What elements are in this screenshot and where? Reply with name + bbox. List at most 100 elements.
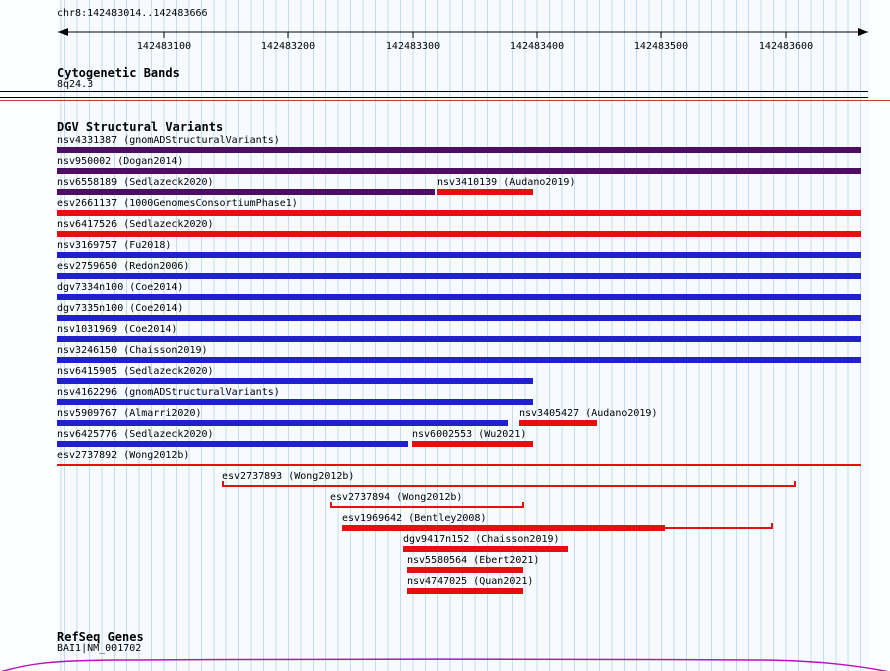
ruler-tick-label: 142483100: [137, 41, 191, 52]
variant-row: esv2661137 (1000GenomesConsortiumPhase1): [57, 198, 861, 219]
variant-row: nsv1031969 (Coe2014): [57, 324, 861, 345]
region-label: chr8:142483014..142483666: [57, 8, 208, 19]
variant-bar[interactable]: [57, 315, 861, 321]
variant-label[interactable]: nsv3246150 (Chaisson2019): [57, 345, 208, 356]
variant-row: nsv6417526 (Sedlazeck2020): [57, 219, 861, 240]
variant-row: nsv4331387 (gnomADStructuralVariants): [57, 135, 861, 156]
variant-label[interactable]: esv2661137 (1000GenomesConsortiumPhase1): [57, 198, 298, 209]
variant-row: nsv950002 (Dogan2014): [57, 156, 861, 177]
variant-bar[interactable]: [57, 336, 861, 342]
grid-overlay: [57, 0, 869, 671]
ruler-tick-label: 142483300: [386, 41, 440, 52]
variant-bar[interactable]: [342, 525, 665, 531]
variant-bar[interactable]: [57, 399, 533, 405]
variant-label[interactable]: nsv3405427 (Audano2019): [519, 408, 658, 419]
ruler-tick-label: 142483600: [759, 41, 813, 52]
variant-bar[interactable]: [437, 189, 533, 195]
variant-end-tick: [222, 481, 224, 487]
variant-row: nsv4747025 (Quan2021): [57, 576, 861, 597]
variant-row: nsv6415905 (Sedlazeck2020): [57, 366, 861, 387]
variant-label[interactable]: nsv6558189 (Sedlazeck2020): [57, 177, 214, 188]
variant-bar[interactable]: [57, 210, 861, 216]
variant-bar[interactable]: [407, 567, 523, 573]
variant-row: nsv5580564 (Ebert2021): [57, 555, 861, 576]
variant-bar[interactable]: [57, 420, 508, 426]
variant-line[interactable]: [222, 485, 795, 487]
variant-bar[interactable]: [57, 273, 861, 279]
variant-label[interactable]: esv2737894 (Wong2012b): [330, 492, 463, 503]
variant-row: dgv7335n100 (Coe2014): [57, 303, 861, 324]
variant-end-tick: [522, 502, 524, 508]
variant-bar[interactable]: [519, 420, 597, 426]
variant-bar[interactable]: [57, 441, 408, 447]
variant-bar[interactable]: [57, 294, 861, 300]
variant-label[interactable]: nsv4747025 (Quan2021): [407, 576, 534, 587]
ruler-right-arrow-icon: [858, 28, 868, 36]
variant-label[interactable]: nsv4331387 (gnomADStructuralVariants): [57, 135, 280, 146]
variant-label[interactable]: esv2759650 (Redon2006): [57, 261, 190, 272]
variant-label[interactable]: nsv6417526 (Sedlazeck2020): [57, 219, 214, 230]
variant-label[interactable]: nsv4162296 (gnomADStructuralVariants): [57, 387, 280, 398]
variant-bar[interactable]: [57, 168, 861, 174]
variant-bar[interactable]: [57, 252, 861, 258]
variant-label[interactable]: nsv950002 (Dogan2014): [57, 156, 184, 167]
variant-bar[interactable]: [57, 357, 861, 363]
variant-label[interactable]: nsv5909767 (Almarri2020): [57, 408, 202, 419]
variant-row: esv2737894 (Wong2012b): [57, 492, 861, 513]
variant-label[interactable]: nsv3169757 (Fu2018): [57, 240, 172, 251]
variant-line[interactable]: [330, 506, 523, 508]
ruler-tick-label: 142483400: [510, 41, 564, 52]
variant-label[interactable]: esv2737893 (Wong2012b): [222, 471, 355, 482]
variant-bar[interactable]: [403, 546, 568, 552]
variant-row: esv2759650 (Redon2006): [57, 261, 861, 282]
ruler-left-arrow-icon: [58, 28, 68, 36]
variant-label[interactable]: nsv3410139 (Audano2019): [437, 177, 576, 188]
variant-end-tick: [771, 523, 773, 529]
variant-label[interactable]: nsv1031969 (Coe2014): [57, 324, 178, 335]
variant-row: nsv6425776 (Sedlazeck2020) nsv6002553 (Wu…: [57, 429, 861, 450]
dgv-track: nsv4331387 (gnomADStructuralVariants) nsv…: [57, 135, 861, 597]
section-separator: [0, 100, 890, 101]
variant-row: esv2737892 (Wong2012b): [57, 450, 861, 471]
variant-bar[interactable]: [57, 189, 435, 195]
variant-end-tick: [330, 502, 332, 508]
variant-bar[interactable]: [57, 378, 533, 384]
variant-row: nsv5909767 (Almarri2020) nsv3405427 (Auda…: [57, 408, 861, 429]
ruler-tick-label: 142483500: [634, 41, 688, 52]
gene-glyph[interactable]: [0, 652, 890, 671]
variant-end-tick: [794, 481, 796, 487]
ruler: 142483100 142483200 142483300 142483400 1424…: [58, 28, 868, 52]
cytoband-track: [0, 91, 868, 98]
variant-line[interactable]: [57, 464, 861, 466]
variant-row: dgv9417n152 (Chaisson2019): [57, 534, 861, 555]
variant-row: nsv3169757 (Fu2018): [57, 240, 861, 261]
variant-label[interactable]: esv2737892 (Wong2012b): [57, 450, 190, 461]
variant-row: esv2737893 (Wong2012b): [57, 471, 861, 492]
variant-label[interactable]: nsv6002553 (Wu2021): [412, 429, 527, 440]
variant-bar[interactable]: [407, 588, 523, 594]
variant-row: nsv4162296 (gnomADStructuralVariants): [57, 387, 861, 408]
variant-row: nsv6558189 (Sedlazeck2020) nsv3410139 (Au…: [57, 177, 861, 198]
variant-bar[interactable]: [57, 147, 861, 153]
dgv-heading: DGV Structural Variants: [57, 120, 224, 134]
gene-glyph-path[interactable]: [0, 658, 890, 671]
refseq-heading: RefSeq Genes: [57, 630, 144, 644]
variant-label[interactable]: nsv6425776 (Sedlazeck2020): [57, 429, 214, 440]
variant-line[interactable]: [665, 527, 772, 529]
cytoband-name: 8q24.3: [57, 79, 94, 90]
variant-row: nsv3246150 (Chaisson2019): [57, 345, 861, 366]
variant-label[interactable]: nsv6415905 (Sedlazeck2020): [57, 366, 214, 377]
variant-label[interactable]: esv1969642 (Bentley2008): [342, 513, 487, 524]
variant-label[interactable]: dgv9417n152 (Chaisson2019): [403, 534, 560, 545]
variant-label[interactable]: dgv7335n100 (Coe2014): [57, 303, 184, 314]
variant-row: esv1969642 (Bentley2008): [57, 513, 861, 534]
variant-bar[interactable]: [412, 441, 533, 447]
variant-label[interactable]: nsv5580564 (Ebert2021): [407, 555, 540, 566]
variant-bar[interactable]: [57, 231, 861, 237]
variant-label[interactable]: dgv7334n100 (Coe2014): [57, 282, 184, 293]
cytobands-heading: Cytogenetic Bands: [57, 66, 180, 80]
variant-row: dgv7334n100 (Coe2014): [57, 282, 861, 303]
refseq-gene-name: BAI1|NM_001702: [57, 643, 142, 654]
ruler-tick-label: 142483200: [261, 41, 315, 52]
